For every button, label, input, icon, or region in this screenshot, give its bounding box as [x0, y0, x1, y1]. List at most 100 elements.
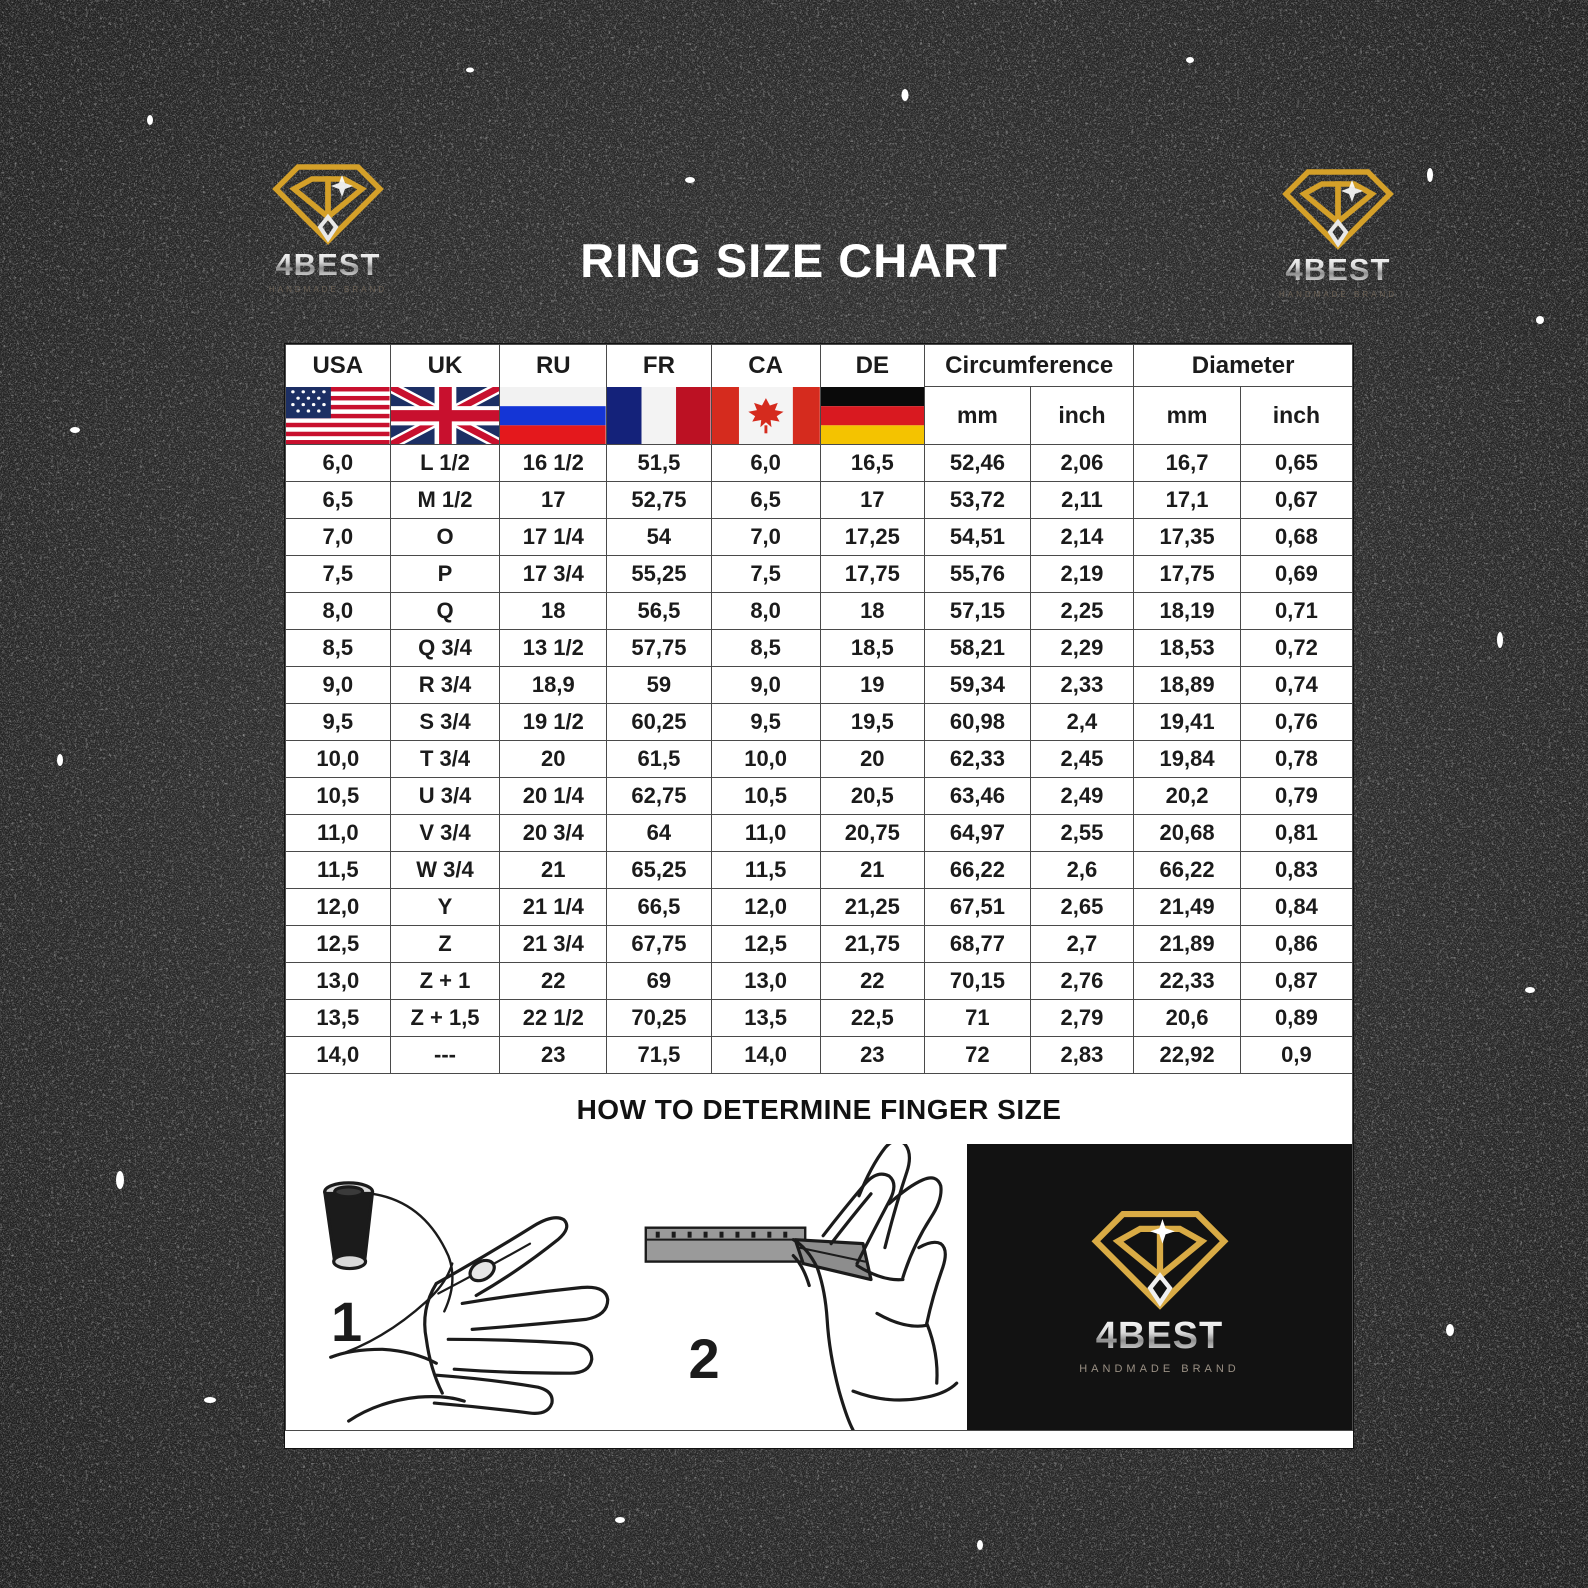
brand-logo-panel: 4BEST HANDMADE BRAND [967, 1144, 1352, 1430]
cell-circumference-mm: 57,15 [924, 592, 1031, 630]
cell-circumference-inch: 2,14 [1029, 518, 1135, 556]
cell-ca: 11,0 [710, 814, 821, 852]
header-circumference: Circumference [924, 344, 1135, 387]
cell-de: 21 [819, 851, 926, 889]
cell-fr: 51,5 [606, 444, 712, 482]
cell-diameter-mm: 18,53 [1133, 629, 1241, 667]
cell-circumference-mm: 63,46 [924, 777, 1031, 815]
unit-diameter-inch: inch [1239, 386, 1354, 445]
cell-circumference-mm: 62,33 [924, 740, 1031, 778]
cell-fr: 54 [606, 518, 712, 556]
cell-ca: 12,5 [710, 925, 821, 963]
cell-ru: 13 1/2 [499, 629, 608, 667]
header-diameter: Diameter [1133, 344, 1353, 387]
cell-ca: 13,5 [710, 999, 821, 1037]
cell-fr: 59 [606, 666, 712, 704]
cell-diameter-mm: 17,35 [1133, 518, 1241, 556]
header-ru: RU [499, 344, 608, 387]
cell-usa: 6,5 [285, 481, 391, 519]
header-ca: CA [710, 344, 821, 387]
cell-ca: 9,5 [710, 703, 821, 741]
cell-diameter-mm: 66,22 [1133, 851, 1241, 889]
cell-diameter-inch: 0,71 [1239, 592, 1354, 630]
header-row-flags-units: mm inch mm inch [285, 386, 1354, 445]
cell-circumference-mm: 67,51 [924, 888, 1031, 926]
cell-ca: 10,0 [710, 740, 821, 778]
cell-usa: 8,5 [285, 629, 391, 667]
brand-tagline: HANDMADE BRAND [1079, 1363, 1240, 1375]
cell-uk: --- [389, 1036, 501, 1074]
cell-diameter-inch: 0,76 [1239, 703, 1354, 741]
cell-uk: U 3/4 [389, 777, 501, 815]
cell-fr: 71,5 [606, 1036, 712, 1074]
cell-usa: 12,0 [285, 888, 391, 926]
cell-usa: 8,0 [285, 592, 391, 630]
cell-circumference-inch: 2,49 [1029, 777, 1135, 815]
cell-ca: 14,0 [710, 1036, 821, 1074]
flag-ca-icon [710, 386, 821, 445]
cell-diameter-mm: 21,89 [1133, 925, 1241, 963]
cell-de: 23 [819, 1036, 926, 1074]
cell-ca: 7,0 [710, 518, 821, 556]
cell-ru: 21 1/4 [499, 888, 608, 926]
table-row: 14,0 --- 23 71,5 14,0 23 72 2,83 22,92 0,9 [285, 1036, 1354, 1074]
page-title: RING SIZE CHART [580, 234, 1008, 287]
cell-diameter-inch: 0,74 [1239, 666, 1354, 704]
cell-ca: 10,5 [710, 777, 821, 815]
cell-circumference-inch: 2,76 [1029, 962, 1135, 1000]
cell-circumference-mm: 53,72 [924, 481, 1031, 519]
unit-diameter-mm: mm [1133, 386, 1241, 445]
flag-de-icon [819, 386, 926, 445]
brand-wordmark: 4BEST [1095, 1315, 1224, 1357]
cell-circumference-inch: 2,06 [1029, 444, 1135, 482]
cell-usa: 6,0 [285, 444, 391, 482]
cell-circumference-mm: 55,76 [924, 555, 1031, 593]
cell-ru: 18,9 [499, 666, 608, 704]
cell-de: 22 [819, 962, 926, 1000]
cell-circumference-inch: 2,19 [1029, 555, 1135, 593]
cell-circumference-inch: 2,4 [1029, 703, 1135, 741]
header-row-names: USA UK RU FR CA DE Circumference Diamete… [285, 344, 1353, 387]
cell-de: 21,75 [819, 925, 926, 963]
table-row: 13,5 Z + 1,5 22 1/2 70,25 13,5 22,5 71 2,79 20,6… [285, 999, 1354, 1037]
header-uk: UK [389, 344, 501, 387]
unit-circumference-mm: mm [924, 386, 1031, 445]
cell-de: 21,25 [819, 888, 926, 926]
cell-diameter-inch: 0,89 [1239, 999, 1354, 1037]
cell-circumference-mm: 70,15 [924, 962, 1031, 1000]
cell-diameter-mm: 19,84 [1133, 740, 1241, 778]
cell-uk: S 3/4 [389, 703, 501, 741]
cell-diameter-inch: 0,69 [1239, 555, 1354, 593]
flag-usa-icon [285, 386, 391, 445]
cell-circumference-inch: 2,29 [1029, 629, 1135, 667]
table-row: 10,0 T 3/4 20 61,5 10,0 20 62,33 2,45 19,84 0,78 [285, 740, 1354, 778]
cell-diameter-mm: 17,1 [1133, 481, 1241, 519]
cell-diameter-mm: 22,92 [1133, 1036, 1241, 1074]
cell-usa: 13,0 [285, 962, 391, 1000]
cell-diameter-inch: 0,83 [1239, 851, 1354, 889]
cell-fr: 56,5 [606, 592, 712, 630]
cell-uk: P [389, 555, 501, 593]
cell-ru: 17 [499, 481, 608, 519]
cell-de: 20 [819, 740, 926, 778]
cell-diameter-inch: 0,67 [1239, 481, 1354, 519]
flag-ru-icon [499, 386, 608, 445]
table-row: 10,5 U 3/4 20 1/4 62,75 10,5 20,5 63,46 2,49 20,… [285, 777, 1354, 815]
howto-step-2: 2 [627, 1144, 968, 1430]
flag-uk-icon [389, 386, 501, 445]
cell-uk: Z + 1,5 [389, 999, 501, 1037]
cell-circumference-mm: 52,46 [924, 444, 1031, 482]
cell-usa: 7,0 [285, 518, 391, 556]
cell-de: 17,75 [819, 555, 926, 593]
cell-fr: 52,75 [606, 481, 712, 519]
cell-circumference-inch: 2,11 [1029, 481, 1135, 519]
cell-diameter-mm: 20,2 [1133, 777, 1241, 815]
cell-ca: 8,5 [710, 629, 821, 667]
cell-de: 18,5 [819, 629, 926, 667]
cell-circumference-mm: 58,21 [924, 629, 1031, 667]
cell-fr: 69 [606, 962, 712, 1000]
cell-circumference-inch: 2,55 [1029, 814, 1135, 852]
cell-diameter-inch: 0,79 [1239, 777, 1354, 815]
cell-uk: Y [389, 888, 501, 926]
cell-uk: R 3/4 [389, 666, 501, 704]
